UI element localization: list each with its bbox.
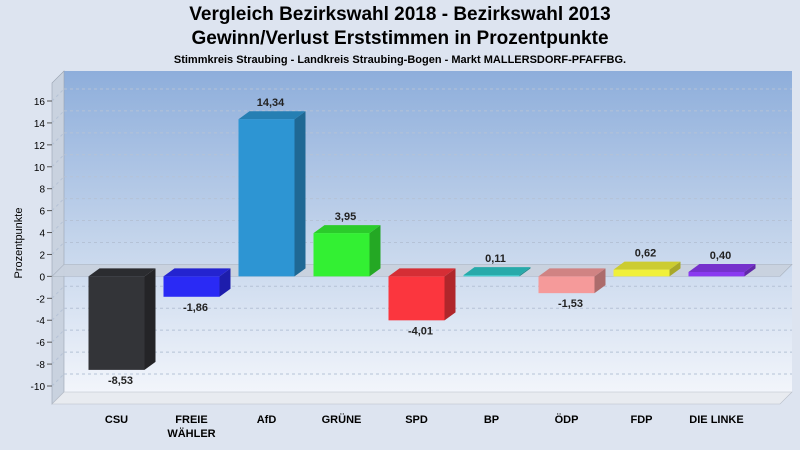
x-tick-label: ÖDP <box>555 413 579 426</box>
data-label: 14,34 <box>257 97 285 109</box>
data-label: 0,62 <box>635 248 656 260</box>
x-tick-label: FDP <box>631 414 653 426</box>
y-tick-label: 10 <box>34 163 46 174</box>
y-axis-label: Prozentpunkte <box>13 208 25 279</box>
bar <box>313 233 370 277</box>
y-tick-label: 12 <box>34 141 46 152</box>
data-label: 0,40 <box>710 250 731 262</box>
grid-line-diagonal <box>51 307 65 321</box>
data-label: -4,01 <box>408 325 433 337</box>
y-tick-label: -2 <box>36 294 45 305</box>
x-tick-label: FREIE <box>175 414 207 426</box>
y-tick-label: 14 <box>34 119 46 130</box>
bar <box>538 276 595 294</box>
grid-line-diagonal <box>51 329 65 343</box>
y-tick-label: 0 <box>39 272 45 283</box>
bar-side <box>144 268 156 370</box>
grid-line-diagonal <box>51 373 65 387</box>
bar <box>613 269 670 277</box>
y-tick-label: 16 <box>34 97 46 108</box>
y-tick-label: 8 <box>39 185 45 196</box>
bar-top <box>463 267 531 276</box>
data-label: 3,95 <box>335 211 356 223</box>
bar-top <box>163 268 231 277</box>
grid-line-diagonal <box>51 88 65 102</box>
x-tick-label: DIE LINKE <box>689 414 743 426</box>
bar-side <box>219 268 231 297</box>
bar-top <box>238 111 306 120</box>
bar-top <box>388 268 456 277</box>
chart-subtitle: Gewinn/Verlust Erststimmen in Prozentpun… <box>191 28 609 49</box>
grid-line-diagonal <box>51 132 65 146</box>
bar-side <box>519 267 531 277</box>
bar-top <box>313 225 381 234</box>
x-tick-label: BP <box>484 414 499 426</box>
x-tick-label: AfD <box>257 414 277 426</box>
data-label: 0,11 <box>485 253 506 265</box>
y-tick-label: 6 <box>39 207 45 218</box>
grid-line-diagonal <box>51 176 65 190</box>
grid-line-diagonal <box>51 242 65 255</box>
plot-back-wall <box>64 71 792 392</box>
plot-floor <box>51 391 793 405</box>
grid-line-diagonal <box>51 220 65 233</box>
bar-side <box>594 268 606 294</box>
bar <box>238 119 295 277</box>
bar-side <box>744 264 756 277</box>
grid-line-diagonal <box>51 285 65 299</box>
y-tick-label: -6 <box>36 338 45 349</box>
y-tick-label: 2 <box>39 250 45 261</box>
grid-line-diagonal <box>51 198 65 211</box>
grid-line-diagonal <box>51 110 65 124</box>
bar <box>463 275 520 277</box>
chart-subtitle-2: Stimmkreis Straubing - Landkreis Straubi… <box>173 54 627 66</box>
bar <box>688 272 745 277</box>
bar-top <box>538 268 606 277</box>
chart-title: Vergleich Bezirkswahl 2018 - Bezirkswahl… <box>189 4 611 25</box>
bar-top <box>688 264 756 272</box>
bar-side <box>444 268 456 321</box>
data-label: -1,53 <box>558 298 583 310</box>
grid-line-diagonal <box>51 154 65 168</box>
bar-top <box>88 268 156 277</box>
grid-line-diagonal <box>51 351 65 365</box>
y-tick-label: -8 <box>36 360 45 371</box>
y-tick-label: 4 <box>39 229 45 240</box>
bar-top <box>613 261 681 270</box>
bar <box>388 276 445 321</box>
bar <box>88 276 145 370</box>
bar-side <box>294 111 306 277</box>
y-tick-label: -10 <box>31 382 46 393</box>
x-tick-label: SPD <box>405 414 428 426</box>
x-tick-label: WÄHLER <box>167 427 215 440</box>
data-label: -1,86 <box>183 302 208 314</box>
y-tick-label: -4 <box>36 316 45 327</box>
x-tick-label: CSU <box>105 414 128 426</box>
bar <box>163 276 220 297</box>
bar-side <box>669 261 681 277</box>
x-tick-label: GRÜNE <box>322 413 362 426</box>
bar-side <box>369 225 381 277</box>
data-label: -8,53 <box>108 375 133 387</box>
